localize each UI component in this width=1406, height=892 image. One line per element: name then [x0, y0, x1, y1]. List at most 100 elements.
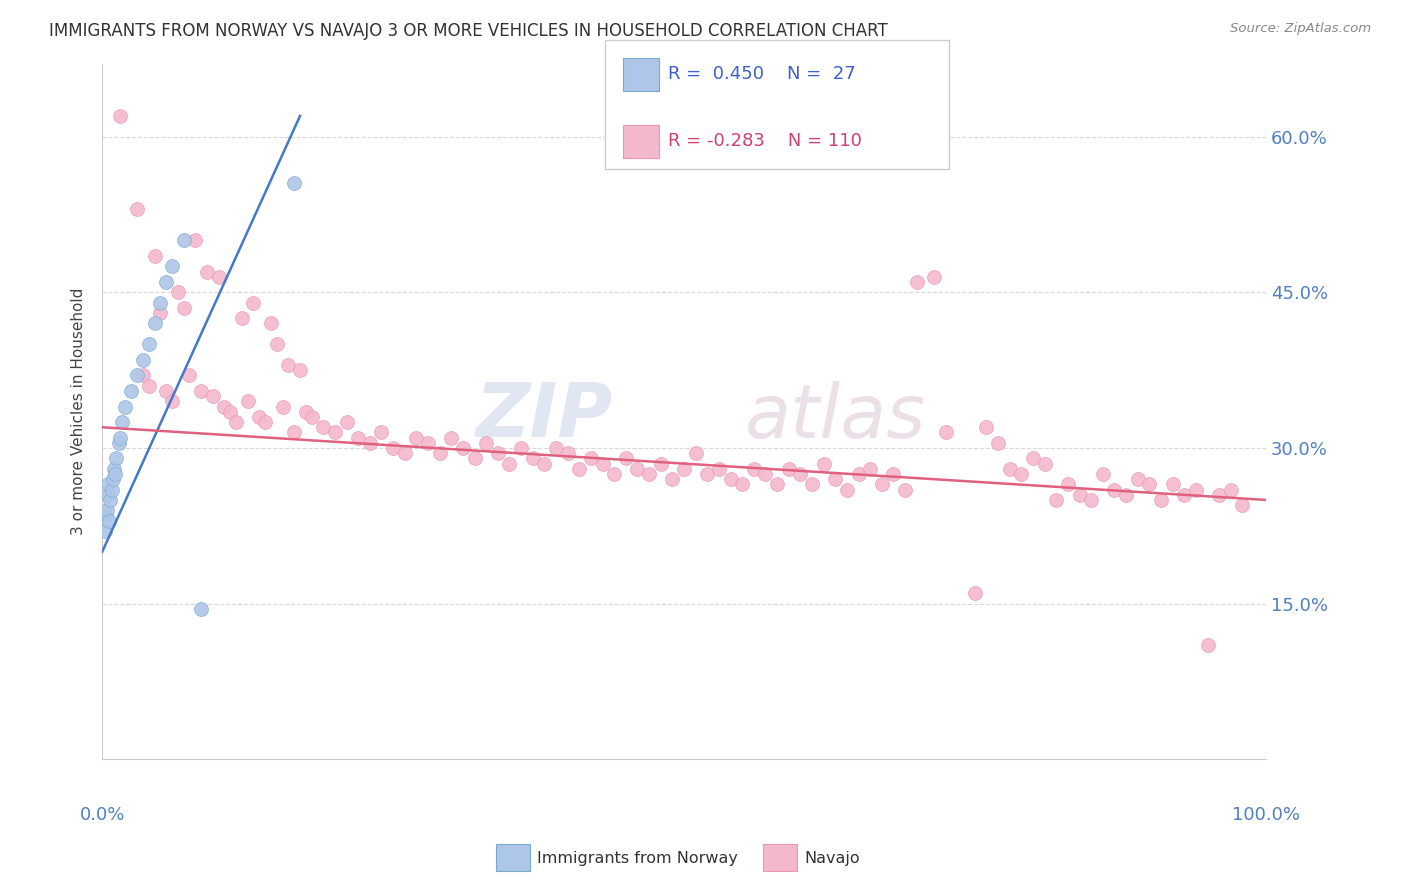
Point: [105, 451, 128, 466]
Point: [1173, 488, 1195, 502]
Point: [288, 363, 311, 377]
Point: [475, 435, 498, 450]
Point: [696, 467, 718, 481]
Point: [638, 467, 661, 481]
Point: [614, 451, 637, 466]
Y-axis label: 3 or more Vehicles in Household: 3 or more Vehicles in Household: [72, 288, 86, 535]
Point: [100, 483, 122, 497]
Point: [1022, 451, 1045, 466]
Point: [166, 285, 188, 300]
Point: [533, 457, 555, 471]
Point: [1033, 457, 1056, 471]
Point: [486, 446, 509, 460]
Text: atlas: atlas: [745, 381, 927, 453]
Point: [603, 467, 626, 481]
Point: [101, 472, 124, 486]
Point: [370, 425, 392, 440]
Point: [661, 472, 683, 486]
Point: [1208, 488, 1230, 502]
Point: [579, 451, 602, 466]
Point: [1219, 483, 1241, 497]
Point: [179, 368, 201, 383]
Point: [429, 446, 451, 460]
Point: [173, 234, 195, 248]
Point: [1197, 638, 1219, 652]
Text: ZIP: ZIP: [475, 380, 613, 453]
Point: [219, 405, 242, 419]
Point: [922, 269, 945, 284]
Point: [998, 462, 1021, 476]
Point: [138, 378, 160, 392]
Point: [94, 508, 117, 523]
Point: [707, 462, 730, 476]
Text: 100.0%: 100.0%: [1232, 806, 1299, 824]
Point: [149, 306, 172, 320]
Point: [201, 389, 224, 403]
Point: [754, 467, 776, 481]
Point: [720, 472, 742, 486]
Point: [859, 462, 882, 476]
Point: [111, 415, 134, 429]
Point: [1104, 483, 1126, 497]
Point: [801, 477, 824, 491]
Point: [626, 462, 648, 476]
Point: [277, 358, 299, 372]
Text: 0.0%: 0.0%: [80, 806, 125, 824]
Point: [242, 295, 264, 310]
Point: [1010, 467, 1032, 481]
Point: [143, 317, 166, 331]
Point: [382, 441, 405, 455]
Point: [1232, 498, 1254, 512]
Point: [103, 462, 125, 476]
Point: [236, 394, 259, 409]
Point: [870, 477, 893, 491]
Point: [824, 472, 846, 486]
Point: [1161, 477, 1184, 491]
Point: [1069, 488, 1091, 502]
Point: [108, 431, 131, 445]
Point: [138, 337, 160, 351]
Point: [312, 420, 335, 434]
Point: [173, 301, 195, 315]
Point: [132, 368, 155, 383]
Point: [848, 467, 870, 481]
Point: [963, 586, 986, 600]
Point: [464, 451, 486, 466]
Point: [1057, 477, 1080, 491]
Point: [247, 409, 270, 424]
Point: [283, 425, 305, 440]
Point: [184, 234, 207, 248]
Point: [1091, 467, 1114, 481]
Point: [107, 435, 129, 450]
Point: [266, 337, 288, 351]
Point: [301, 409, 323, 424]
Point: [104, 467, 127, 481]
Point: [1126, 472, 1149, 486]
Point: [568, 462, 591, 476]
Point: [1080, 492, 1102, 507]
Point: [254, 415, 277, 429]
Point: [835, 483, 858, 497]
Point: [1115, 488, 1137, 502]
Point: [190, 384, 212, 398]
Point: [160, 394, 183, 409]
Point: [440, 431, 463, 445]
Point: [155, 275, 177, 289]
Point: [905, 275, 928, 289]
Point: [160, 260, 183, 274]
Point: [98, 492, 121, 507]
Point: [295, 405, 318, 419]
Point: [114, 400, 136, 414]
Point: [1045, 492, 1067, 507]
Point: [882, 467, 904, 481]
Point: [935, 425, 957, 440]
Point: [359, 435, 381, 450]
Point: [97, 477, 120, 491]
Point: [149, 295, 172, 310]
Point: [894, 483, 917, 497]
Point: [592, 457, 614, 471]
Point: [231, 311, 253, 326]
Text: R = -0.283    N = 110: R = -0.283 N = 110: [668, 132, 862, 150]
Text: Source: ZipAtlas.com: Source: ZipAtlas.com: [1230, 22, 1371, 36]
Point: [685, 446, 707, 460]
